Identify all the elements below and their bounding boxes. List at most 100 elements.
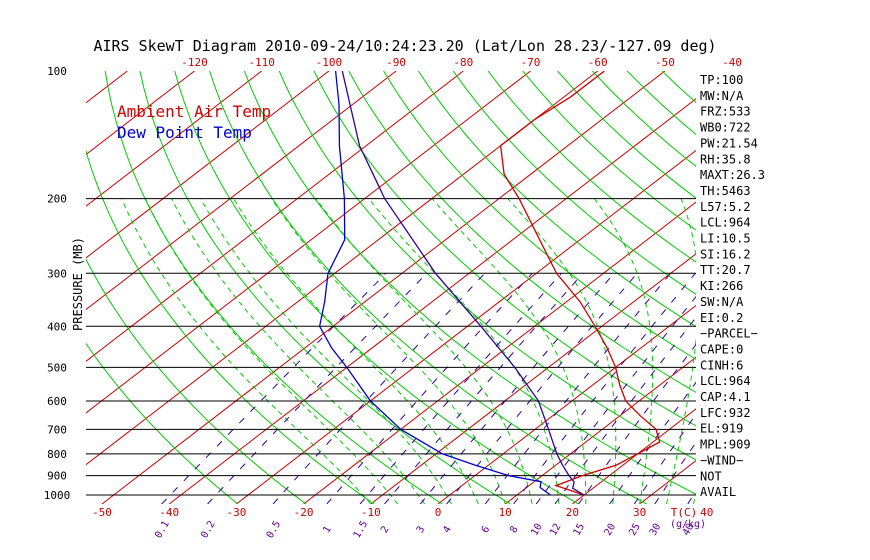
temperature-tick-label: -30	[226, 506, 246, 519]
isotherm-line	[370, 253, 696, 504]
mixing-ratio-line	[207, 272, 428, 504]
mixing-ratio-label: 1.5	[352, 519, 371, 540]
mixing-ratio-line	[446, 272, 638, 504]
moist-adiabat-line	[144, 198, 399, 504]
mixing-ratio-line	[535, 295, 696, 504]
index-value: L57:5.2	[700, 200, 751, 214]
dry-adiabat-line	[383, 71, 696, 360]
pressure-tick-label: 700	[47, 423, 67, 436]
dry-adiabat-line	[86, 258, 307, 504]
isotherm-line	[86, 71, 195, 156]
pressure-tick-label: 600	[47, 395, 67, 408]
temperature-tick-label: 20	[566, 506, 579, 519]
mixing-ratio-label: 0.5	[265, 519, 284, 540]
isotherm-line	[572, 408, 696, 504]
top-temperature-tick-label: -100	[316, 56, 343, 69]
pressure-tick-label: 500	[47, 361, 67, 374]
dewpoint-trace	[318, 71, 551, 496]
index-value: LFC:932	[700, 406, 751, 420]
pressure-tick-label: 900	[47, 470, 67, 483]
isotherm-line	[774, 71, 870, 504]
moist-adiabat-line	[593, 198, 654, 504]
mixing-ratio-label: 25	[627, 522, 643, 538]
top-temperature-tick-label: -60	[588, 56, 608, 69]
mixing-ratio-label: 0.1	[153, 519, 172, 540]
parcel-trace	[341, 71, 585, 496]
dry-adiabat-line	[767, 71, 870, 504]
isotherm-line	[303, 201, 696, 504]
moist-adiabat-line	[200, 198, 452, 504]
dry-adiabat-line	[86, 342, 239, 504]
isotherm-line	[86, 71, 263, 207]
index-value: MPL:909	[700, 438, 751, 452]
temperature-tick-label: 10	[499, 506, 512, 519]
temperature-trace	[499, 71, 661, 496]
index-value: LCL:964	[700, 374, 751, 388]
index-value: WB0:722	[700, 121, 751, 135]
index-value: CINH:6	[700, 358, 743, 372]
top-temperature-tick-label: -120	[181, 56, 208, 69]
isotherm-line	[86, 71, 128, 104]
temperature-tick-label: -50	[92, 506, 112, 519]
dry-adiabat-line	[801, 71, 870, 504]
mixing-ratio-label: 6	[480, 524, 493, 535]
index-value: PW:21.54	[700, 136, 758, 150]
dry-adiabat-line	[86, 149, 375, 504]
isotherm-line	[86, 71, 397, 311]
isotherm-line	[86, 71, 531, 414]
mixing-ratio-line	[633, 413, 696, 504]
dry-adiabat-line	[243, 71, 696, 495]
index-value: CAPE:0	[700, 342, 743, 356]
index-value: FRZ:533	[700, 105, 751, 119]
temperature-tick-label: 40	[700, 506, 713, 519]
mixing-ratio-label: 1	[321, 524, 334, 535]
moist-adiabat-line	[315, 198, 533, 504]
pressure-tick-label: 300	[47, 267, 67, 280]
dry-adiabat-line	[487, 71, 696, 263]
mixing-ratio-label: 4	[441, 524, 454, 535]
index-value: −PARCEL−	[700, 327, 758, 341]
dry-adiabat-line	[209, 71, 647, 504]
index-value: KI:266	[700, 279, 743, 293]
index-value: EI:0.2	[700, 311, 743, 325]
dry-adiabat-line	[313, 71, 696, 427]
moist-adiabat-line	[233, 198, 479, 504]
pressure-tick-label: 1000	[44, 489, 71, 502]
moist-adiabat-line	[507, 198, 617, 504]
chart-title: AIRS SkewT Diagram 2010-09-24/10:24:23.2…	[93, 37, 716, 55]
isotherm-line	[437, 304, 696, 504]
pressure-tick-label: 200	[47, 193, 67, 206]
mixing-ratio-label: 3	[415, 524, 428, 535]
dry-adiabat-line	[452, 71, 696, 295]
index-value: MW:N/A	[700, 89, 744, 103]
temperature-tick-label: -20	[294, 506, 314, 519]
temperature-unit-label: T(C)	[671, 506, 698, 519]
index-value: −WIND−	[700, 453, 743, 467]
mixing-ratio-label: 8	[508, 524, 521, 535]
top-temperature-tick-label: -70	[521, 56, 541, 69]
isotherm-line	[86, 71, 330, 259]
moist-adiabat-line	[271, 198, 506, 504]
mixing-ratio-line	[578, 343, 696, 504]
dry-adiabat-line	[522, 71, 696, 231]
mixing-ratio-label: 12	[548, 522, 564, 538]
moist-adiabat-lines	[121, 198, 696, 504]
index-value: TP:100	[700, 73, 743, 87]
legend-dew-point-temp: Dew Point Temp	[117, 123, 252, 142]
sounding-traces	[318, 71, 661, 496]
mixing-ratio-lines	[161, 272, 696, 504]
pressure-tick-label: 100	[47, 65, 67, 78]
moist-adiabat-line	[368, 198, 560, 504]
isotherm-line	[0, 71, 60, 504]
dry-adiabat-line	[836, 71, 870, 504]
mixing-ratio-line	[554, 316, 696, 504]
dry-adiabat-lines	[86, 71, 870, 504]
index-value: TT:20.7	[700, 263, 751, 277]
dry-adiabat-line	[174, 71, 579, 504]
index-value: MAXT:26.3	[700, 168, 765, 182]
top-temperature-tick-label: -90	[386, 56, 406, 69]
dry-adiabat-line	[348, 71, 696, 393]
pressure-tick-label: 400	[47, 320, 67, 333]
index-value: LI:10.5	[700, 232, 751, 246]
